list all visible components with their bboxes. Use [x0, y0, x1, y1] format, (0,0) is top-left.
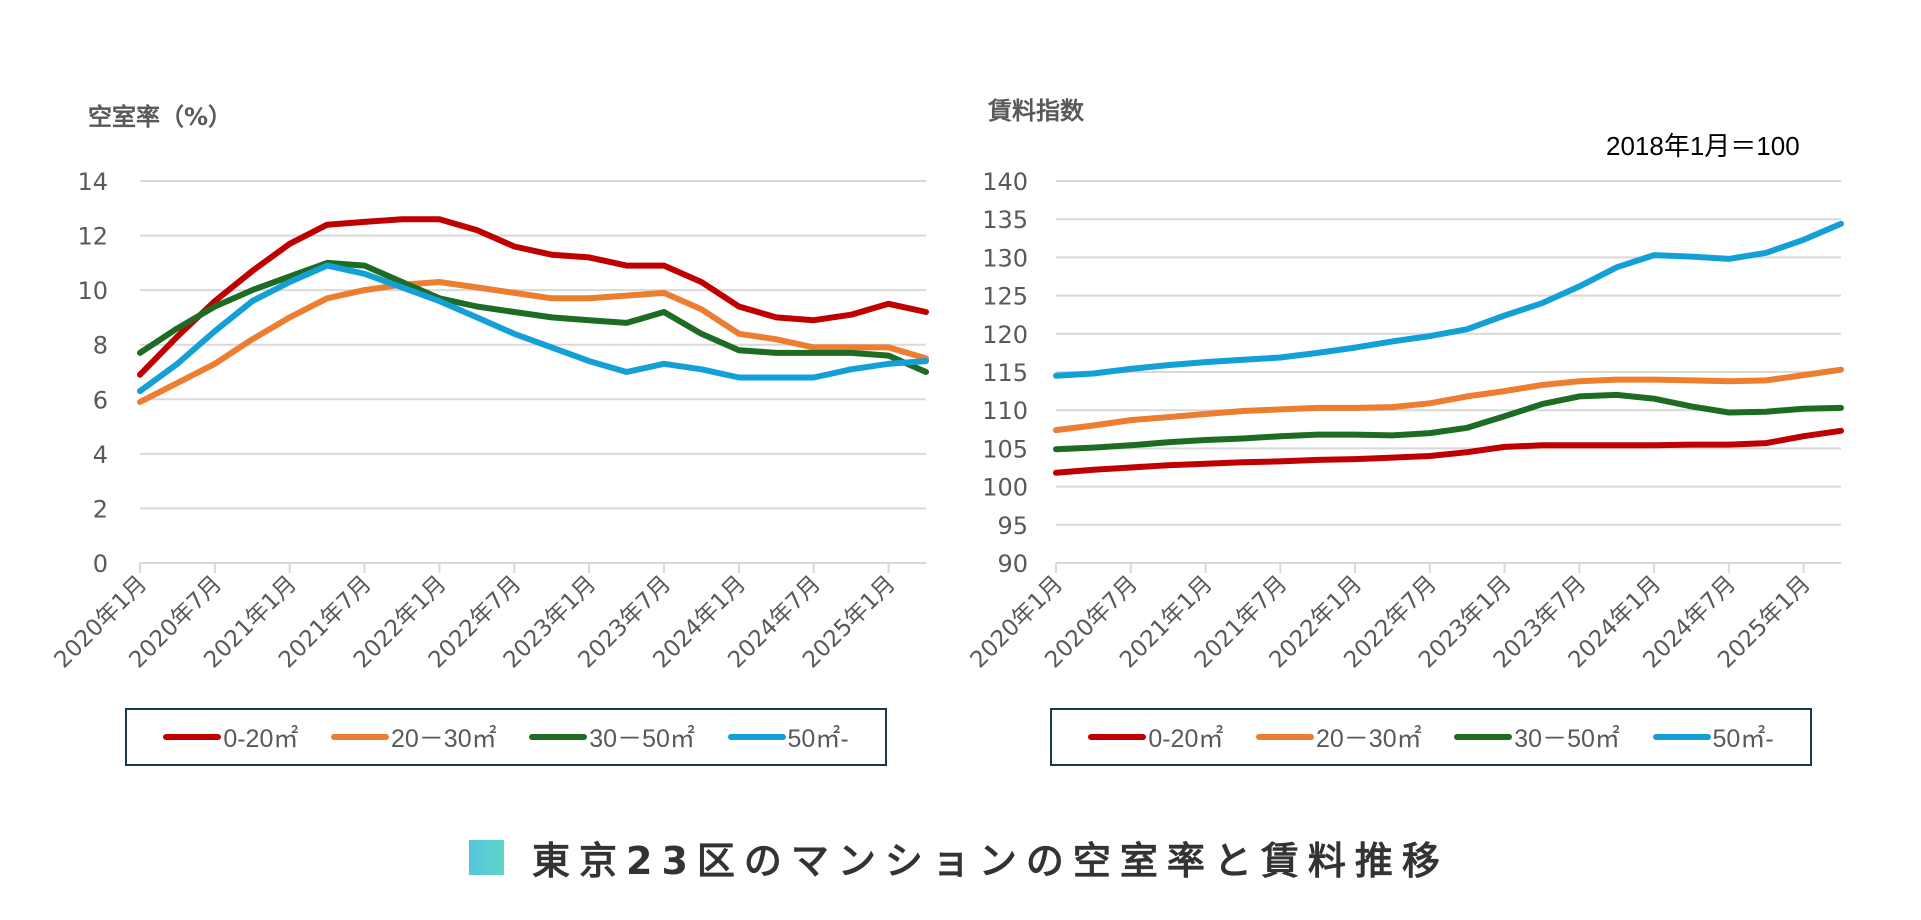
figure-caption: 東京23区のマンションの空室率と賃料推移 — [469, 830, 1449, 885]
legend-item-20-30: 20－30㎡ — [1256, 719, 1422, 755]
series-line-0 — [137, 216, 929, 378]
y-tick-label: 110 — [982, 397, 1028, 425]
legend-label: 50㎡- — [1712, 725, 1774, 753]
legend-swatch-orange — [331, 734, 389, 740]
legend-label: 30－50㎡ — [589, 725, 695, 753]
y-tick-label: 90 — [997, 550, 1028, 578]
y-tick-label: 125 — [982, 283, 1028, 311]
legend-label: 30－50㎡ — [1514, 725, 1620, 753]
series-line-3 — [137, 262, 929, 395]
series-line-1 — [137, 279, 929, 405]
legend-item-0-20: 0-20㎡ — [1088, 719, 1223, 755]
series-line-2 — [1053, 391, 1844, 453]
index-base-note: 2018年1月＝100 — [1606, 131, 1800, 161]
y-tick-label: 130 — [982, 244, 1028, 272]
y-tick-label: 8 — [93, 332, 108, 360]
y-tick-label: 140 — [982, 168, 1028, 196]
legend-swatch-orange — [1256, 734, 1314, 740]
y-tick-label: 135 — [982, 206, 1028, 234]
legend-swatch-blue — [1652, 734, 1711, 740]
series-line-2 — [137, 259, 929, 375]
y-tick-label: 6 — [93, 386, 108, 414]
legend-item-30-50: 30－50㎡ — [529, 719, 695, 755]
vacancy-rate-chart: 024681012142020年1月2020年7月2021年1月2021年7月2… — [50, 168, 929, 674]
legend-swatch-red — [1088, 734, 1147, 740]
legend-swatch-green — [1454, 734, 1513, 740]
legend-swatch-blue — [727, 734, 786, 740]
legend-item-20-30: 20－30㎡ — [331, 719, 497, 755]
y-tick-label: 105 — [982, 435, 1028, 463]
right-chart-title: 賃料指数 — [988, 97, 1084, 125]
y-tick-label: 100 — [982, 474, 1028, 502]
left-chart-title: 空室率（%） — [88, 103, 233, 131]
series-line-3 — [1053, 220, 1844, 379]
legend-label: 0-20㎡ — [1148, 725, 1224, 753]
legend-swatch-red — [163, 734, 222, 740]
y-tick-label: 2 — [93, 495, 108, 523]
legend-label: 20－30㎡ — [1316, 725, 1422, 753]
y-tick-label: 120 — [982, 321, 1028, 349]
y-tick-label: 95 — [997, 512, 1028, 540]
series-line-0 — [1053, 427, 1844, 476]
legend-label: 50㎡- — [787, 725, 849, 753]
right-legend: 0-20㎡ 20－30㎡ 30－50㎡ 50㎡- — [1050, 708, 1812, 766]
y-tick-label: 0 — [93, 550, 108, 578]
y-tick-label: 10 — [77, 277, 108, 305]
legend-item-30-50: 30－50㎡ — [1454, 719, 1620, 755]
y-tick-label: 12 — [77, 223, 108, 251]
left-legend: 0-20㎡ 20－30㎡ 30－50㎡ 50㎡- — [125, 708, 887, 766]
y-tick-label: 4 — [93, 441, 108, 469]
main-title: 東京23区のマンションの空室率と賃料推移 — [532, 839, 1449, 883]
caption-square-icon — [469, 840, 504, 875]
y-tick-label: 14 — [77, 168, 108, 196]
legend-label: 0-20㎡ — [223, 725, 299, 753]
series-line-1 — [1053, 366, 1844, 434]
rent-index-chart: 90951001051101151201251301351402020年1月20… — [966, 168, 1844, 674]
legend-item-0-20: 0-20㎡ — [163, 719, 298, 755]
legend-swatch-green — [529, 734, 588, 740]
legend-item-50plus: 50㎡- — [727, 719, 849, 755]
legend-item-50plus: 50㎡- — [1652, 719, 1774, 755]
legend-label: 20－30㎡ — [391, 725, 497, 753]
y-tick-label: 115 — [982, 359, 1028, 387]
